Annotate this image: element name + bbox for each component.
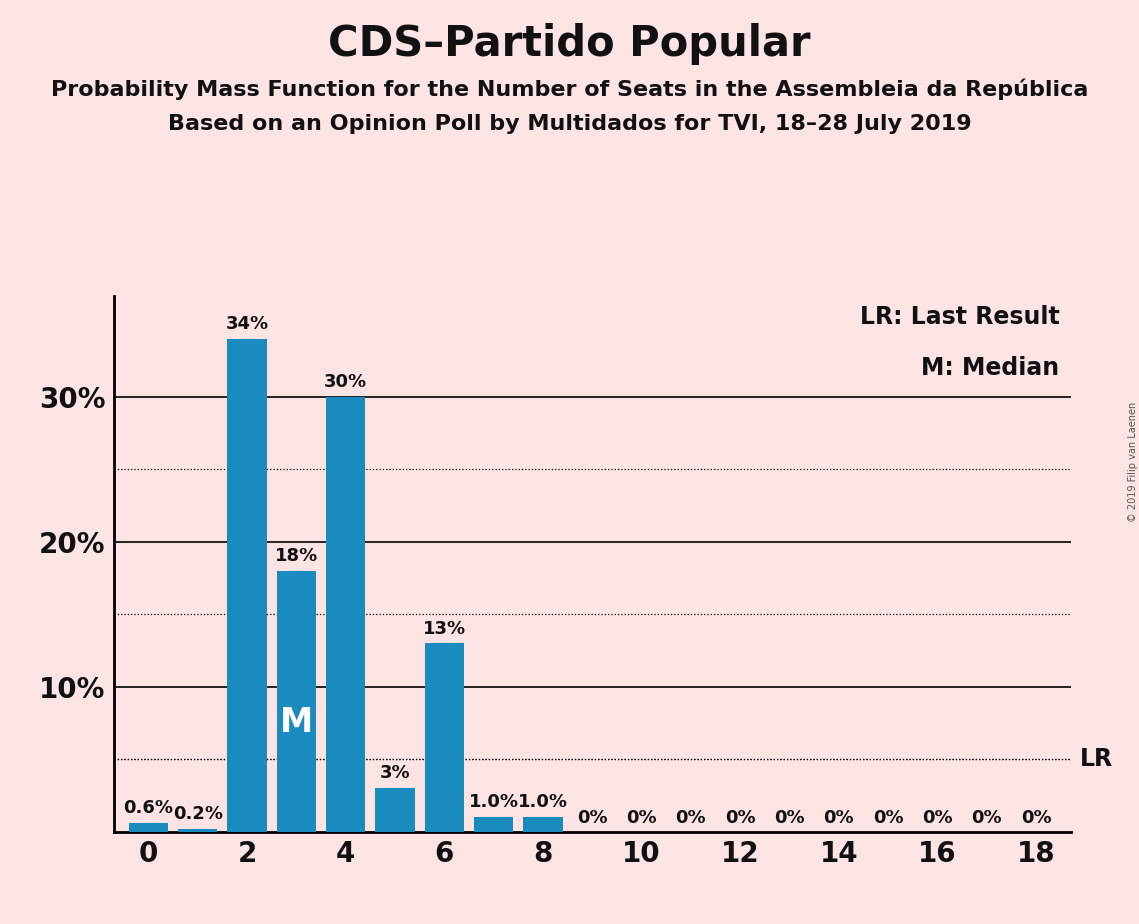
Text: 0.6%: 0.6% bbox=[123, 799, 173, 817]
Bar bbox=[129, 823, 169, 832]
Text: 0.2%: 0.2% bbox=[173, 805, 223, 823]
Text: LR: Last Result: LR: Last Result bbox=[860, 305, 1059, 329]
Text: Probability Mass Function for the Number of Seats in the Assembleia da República: Probability Mass Function for the Number… bbox=[51, 79, 1088, 100]
Text: 1.0%: 1.0% bbox=[518, 794, 568, 811]
Text: Based on an Opinion Poll by Multidados for TVI, 18–28 July 2019: Based on an Opinion Poll by Multidados f… bbox=[167, 114, 972, 134]
Text: 0%: 0% bbox=[872, 809, 903, 827]
Bar bbox=[228, 339, 267, 832]
Text: 0%: 0% bbox=[775, 809, 805, 827]
Bar bbox=[474, 817, 514, 832]
Text: 0%: 0% bbox=[972, 809, 1002, 827]
Text: 0%: 0% bbox=[1021, 809, 1051, 827]
Text: CDS–Partido Popular: CDS–Partido Popular bbox=[328, 23, 811, 65]
Text: 18%: 18% bbox=[274, 547, 318, 565]
Text: 13%: 13% bbox=[423, 619, 466, 638]
Text: M: M bbox=[280, 706, 313, 738]
Text: 0%: 0% bbox=[577, 809, 607, 827]
Text: M: Median: M: Median bbox=[921, 356, 1059, 380]
Text: 30%: 30% bbox=[325, 373, 367, 391]
Text: 0%: 0% bbox=[675, 809, 706, 827]
Text: 0%: 0% bbox=[724, 809, 755, 827]
Text: 0%: 0% bbox=[626, 809, 657, 827]
Bar bbox=[178, 829, 218, 832]
Bar bbox=[326, 397, 366, 832]
Bar bbox=[277, 571, 317, 832]
Text: 0%: 0% bbox=[823, 809, 854, 827]
Text: 1.0%: 1.0% bbox=[468, 794, 518, 811]
Bar bbox=[375, 788, 415, 832]
Text: © 2019 Filip van Laenen: © 2019 Filip van Laenen bbox=[1129, 402, 1138, 522]
Bar bbox=[523, 817, 563, 832]
Text: 34%: 34% bbox=[226, 315, 269, 334]
Text: 0%: 0% bbox=[923, 809, 953, 827]
Text: 3%: 3% bbox=[379, 764, 410, 783]
Bar bbox=[425, 643, 464, 832]
Text: LR: LR bbox=[1080, 748, 1113, 772]
